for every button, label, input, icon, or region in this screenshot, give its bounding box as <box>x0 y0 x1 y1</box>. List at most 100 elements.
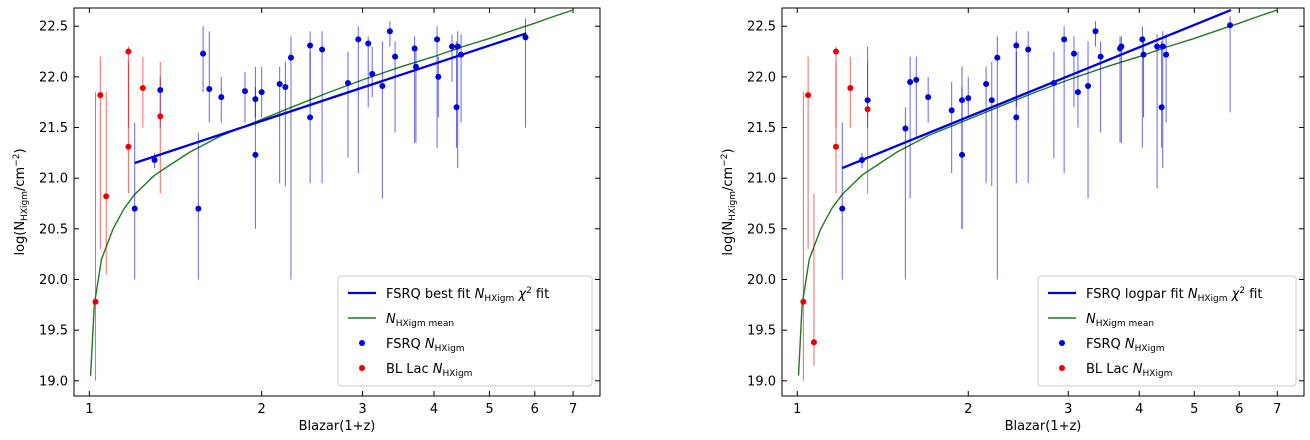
chart-2-legend-fit-label: FSRQ logpar fit NHXigm χ2 fit <box>1086 286 1262 304</box>
chart-2-plot-frame <box>781 7 1305 397</box>
chart-1-fsrq-point <box>319 46 326 53</box>
chart-2-ytick-label: 20.5 <box>747 222 776 237</box>
chart-1-xtick-label: 7 <box>569 402 577 417</box>
chart-1-bl-lac-point <box>125 48 132 55</box>
chart-1-fsrq-point <box>258 89 265 96</box>
chart-2-mean-curve <box>797 9 1278 376</box>
chart-1-legend-fsrq-label: FSRQ NHXigm <box>386 337 465 354</box>
chart-2-fsrq-point <box>839 205 846 212</box>
chart-2-bl-lac-point <box>864 106 871 113</box>
chart-1-fsrq-point <box>344 79 351 86</box>
chart-1-bl-lac-point <box>139 85 146 92</box>
chart-1-ytick-label: 19.5 <box>39 324 68 339</box>
chart-1-legend-bllac-marker <box>359 365 365 371</box>
chart-2-fsrq-point <box>983 80 990 87</box>
chart-2-fsrq-point <box>1163 51 1170 58</box>
chart-2-xtick-label: 4 <box>1135 402 1143 417</box>
chart-2-fsrq-point <box>1158 104 1165 111</box>
chart-1-fsrq-point <box>252 96 259 103</box>
chart-1-fsrq-point <box>206 86 213 93</box>
chart-2-x-axis-label: Blazar(1+z) <box>1005 419 1082 434</box>
chart-2-fsrq-point <box>1070 50 1077 57</box>
chart-2-legend-box <box>1037 275 1297 387</box>
chart-2-ytick-label: 22.5 <box>747 20 776 35</box>
chart-2-fsrq-point <box>988 97 995 104</box>
chart-1-fsrq-point <box>241 88 248 95</box>
chart-1-fsrq-point <box>522 34 529 41</box>
chart-1-ytick-label: 20.5 <box>39 222 68 237</box>
chart-1-bl-lac-point <box>97 92 104 99</box>
chart-2-ytick-label: 21.0 <box>747 172 776 187</box>
chart-1-bl-lac-point <box>92 298 99 305</box>
chart-1-fsrq-point <box>434 36 441 43</box>
chart-1-x-axis-label: Blazar(1+z) <box>299 419 376 434</box>
chart-1-ytick-label: 21.5 <box>39 121 68 136</box>
chart-1-ytick-label: 22.5 <box>39 20 68 35</box>
chart-1-y-axis-label: log(NHXigm/cm−2) <box>12 148 30 255</box>
chart-1-fsrq-point <box>435 73 442 80</box>
chart-2-fsrq-point <box>1140 51 1147 58</box>
chart-2-fsrq-point <box>902 125 909 132</box>
chart-2-xtick-label: 3 <box>1064 402 1072 417</box>
chart-2-fsrq-point <box>925 94 932 101</box>
chart-2-fsrq-point <box>1159 43 1166 50</box>
chart-1-bl-lac-point <box>157 113 164 120</box>
chart-1-fsrq-point <box>411 45 418 52</box>
chart-1-fsrq-point <box>195 205 202 212</box>
chart-1-ytick-label: 22.0 <box>39 70 68 85</box>
chart-1-xtick-label: 2 <box>258 402 266 417</box>
chart-1-fsrq-point <box>386 28 393 35</box>
chart-2-bl-lac-point <box>805 92 812 99</box>
chart-1-mean-curve <box>89 9 574 376</box>
chart-1-ytick-label: 19.0 <box>39 374 68 389</box>
chart-2-legend-fsrq-marker <box>1059 340 1065 346</box>
chart-2-ytick-label: 21.5 <box>747 121 776 136</box>
chart-1-fsrq-point <box>355 36 362 43</box>
chart-2-legend-bllac-marker <box>1059 365 1065 371</box>
chart-2-fsrq-point <box>1227 22 1234 29</box>
chart-1-fsrq-point <box>252 151 259 158</box>
chart-1-legend-mean-label: NHXigm mean <box>386 312 454 329</box>
chart-1-xtick-label: 5 <box>485 402 493 417</box>
chart-2-fsrq-point <box>959 151 966 158</box>
chart-1-ytick-label: 20.0 <box>39 273 68 288</box>
chart-2-legend-fsrq-label: FSRQ NHXigm <box>1086 337 1165 354</box>
chart-2-fsrq-point <box>1092 28 1099 35</box>
chart-2-ytick-label: 19.5 <box>747 324 776 339</box>
chart-2-fsrq-point <box>1085 83 1092 90</box>
chart-2-bl-lac-point <box>800 298 807 305</box>
chart-1-fsrq-point <box>453 104 460 111</box>
chart-2-fit-line <box>841 8 1232 170</box>
chart-1-fsrq-point <box>276 80 283 87</box>
chart-1-fsrq-point <box>307 42 314 49</box>
chart-1-fsrq-point <box>200 50 207 57</box>
chart-1-legend-fsrq-marker <box>359 340 365 346</box>
chart-2-fsrq-point <box>1118 43 1125 50</box>
chart-2-fsrq-point <box>1097 53 1104 60</box>
chart-2-bl-lac-point <box>832 48 839 55</box>
right-chart-panel: 1 2 3 4 5 6 7 19.0 19.5 20.0 20.5 21.0 21.5 22.0 22.5 B… <box>720 7 1305 434</box>
chart-1-legend-fit-label: FSRQ best fit NHXigm χ2 fit <box>386 286 549 304</box>
chart-2-xtick-label: 5 <box>1190 402 1198 417</box>
chart-2-xtick-label: 7 <box>1273 402 1281 417</box>
chart-2-bl-lac-point <box>832 143 839 150</box>
chart-2-bl-lac-point <box>810 339 817 346</box>
chart-1-fsrq-point <box>392 53 399 60</box>
chart-2-fsrq-point <box>1061 36 1068 43</box>
chart-2-fsrq-point <box>913 76 920 83</box>
chart-2-legend-bllac-label: BL Lac NHXigm <box>1086 362 1172 379</box>
chart-2-xtick-label: 6 <box>1235 402 1243 417</box>
chart-2-xtick-label: 2 <box>964 402 972 417</box>
chart-2-fsrq-point <box>1025 46 1032 53</box>
chart-1-bl-lac-point <box>125 143 132 150</box>
chart-1-fsrq-point <box>131 205 138 212</box>
chart-1-ytick-label: 21.0 <box>39 172 68 187</box>
chart-2-y-axis-label: log(NHXigm/cm−2) <box>720 148 738 255</box>
chart-1-fsrq-point <box>379 83 386 90</box>
chart-1-fsrq-point <box>151 156 158 163</box>
chart-2-xtick-label: 1 <box>793 402 801 417</box>
chart-1-xtick-label: 3 <box>358 402 366 417</box>
chart-1-fit-line <box>134 32 527 165</box>
chart-2-fsrq-point <box>907 78 914 85</box>
chart-1-xtick-label: 1 <box>85 402 93 417</box>
